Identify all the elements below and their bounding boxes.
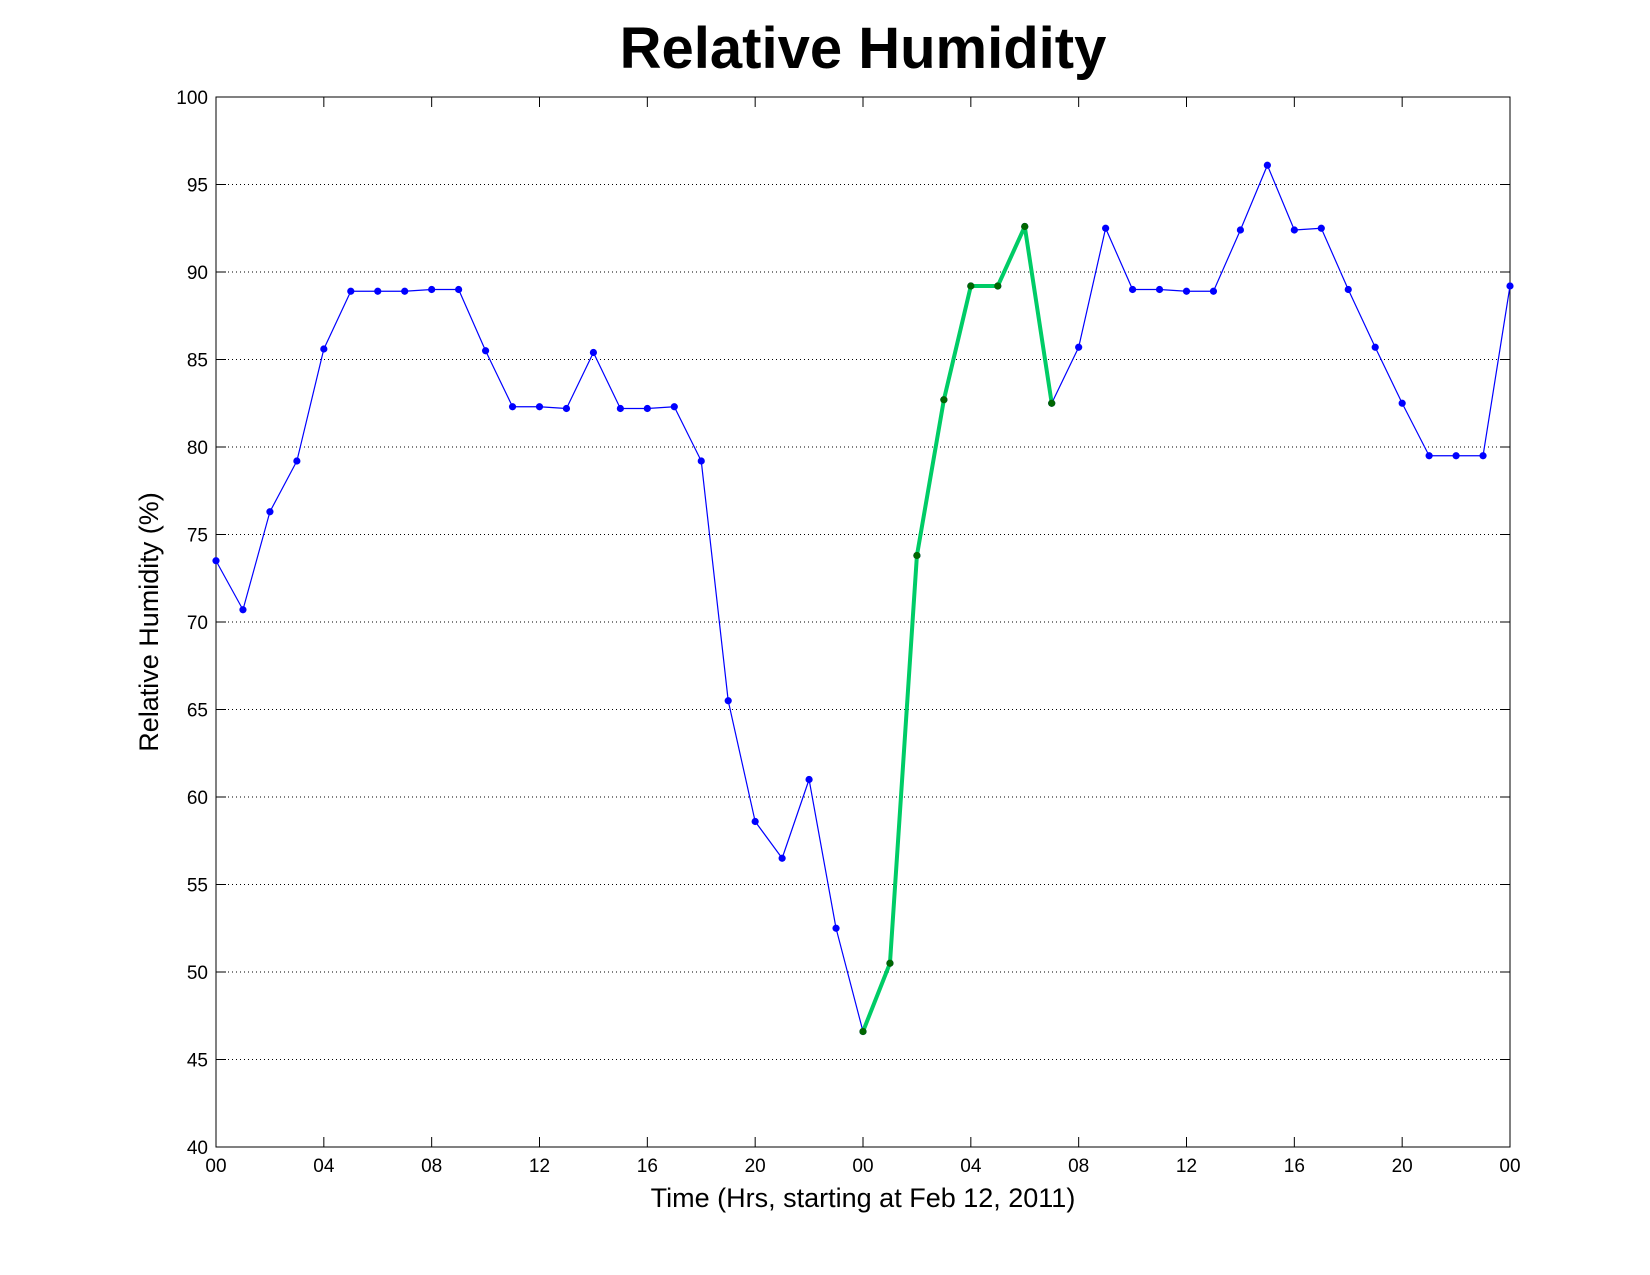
y-tick-label: 70	[187, 613, 208, 634]
y-tick-label: 85	[187, 351, 208, 372]
data-point	[293, 457, 301, 465]
data-point	[994, 282, 1002, 290]
x-tick-label: 16	[1284, 1156, 1305, 1177]
data-point	[1021, 222, 1029, 231]
data-point	[751, 817, 759, 826]
x-tick-label: 08	[421, 1156, 442, 1177]
data-point	[320, 345, 328, 353]
data-point	[212, 557, 220, 565]
data-point	[535, 403, 544, 411]
data-point	[401, 287, 409, 295]
data-point	[1128, 285, 1137, 294]
x-tick-label: 00	[852, 1156, 873, 1177]
data-point	[724, 697, 732, 705]
data-point	[589, 348, 598, 357]
data-point	[967, 282, 975, 290]
series-green	[859, 222, 1056, 1036]
data-point	[455, 285, 463, 294]
x-tick-label: 08	[1068, 1156, 1089, 1177]
series-line	[861, 224, 1054, 1033]
data-point	[643, 404, 651, 413]
y-tick-label: 95	[187, 176, 208, 197]
data-point	[1263, 161, 1271, 169]
x-tick-label: 12	[529, 1156, 550, 1177]
y-tick-label: 65	[187, 701, 208, 722]
data-point	[266, 508, 274, 516]
y-tick-label: 40	[187, 1138, 208, 1159]
data-point	[1155, 285, 1164, 294]
x-tick-label: 04	[960, 1156, 982, 1177]
data-point	[697, 457, 705, 465]
data-point	[428, 285, 436, 294]
data-point	[481, 347, 490, 355]
data-point	[1425, 452, 1433, 460]
x-axis-label: Time (Hrs, starting at Feb 12, 2011)	[651, 1183, 1076, 1213]
data-point	[1506, 282, 1514, 290]
x-tick-label: 04	[313, 1156, 335, 1177]
y-tick-label: 90	[187, 263, 208, 284]
y-axis-label: Relative Humidity (%)	[134, 492, 164, 752]
data-point	[1371, 343, 1379, 351]
data-point	[239, 606, 247, 614]
data-point	[670, 403, 678, 411]
data-point	[562, 404, 571, 413]
y-tick-label: 55	[187, 876, 208, 897]
data-point	[940, 396, 948, 404]
data-point	[508, 403, 517, 411]
data-point	[616, 404, 624, 413]
y-tick-label: 60	[187, 788, 208, 809]
data-point	[1317, 224, 1325, 232]
data-point	[859, 1027, 867, 1036]
data-point	[1209, 287, 1218, 295]
data-point	[1452, 452, 1460, 460]
y-tick-label: 75	[187, 526, 208, 547]
data-point	[913, 551, 921, 560]
data-point	[1344, 285, 1352, 294]
y-tick-label: 50	[187, 963, 208, 984]
y-tick-label: 80	[187, 438, 208, 459]
data-series	[212, 161, 1514, 1036]
x-tick-label: 00	[205, 1156, 226, 1177]
data-point	[886, 959, 894, 967]
x-tick-label: 20	[745, 1156, 766, 1177]
data-point	[1479, 452, 1487, 460]
data-point	[1236, 226, 1245, 234]
x-tick-label: 12	[1176, 1156, 1197, 1177]
chart-title: Relative Humidity	[620, 16, 1107, 81]
data-point	[1182, 287, 1191, 295]
data-point	[778, 854, 786, 862]
data-point	[805, 775, 813, 784]
data-point	[347, 287, 355, 295]
x-tick-label: 16	[637, 1156, 658, 1177]
x-tick-label: 20	[1392, 1156, 1413, 1177]
data-point	[1048, 399, 1056, 407]
y-tick-label: 100	[176, 88, 208, 109]
x-tick-label: 00	[1499, 1156, 1520, 1177]
data-point	[1398, 399, 1406, 407]
axis-ticks: 40 45 50 55 60 65 70 75 80 85 90 95 100 00 04 08 12 16 20 0…	[176, 88, 1520, 1177]
data-point	[374, 287, 382, 295]
data-point	[832, 924, 840, 932]
data-point	[1075, 343, 1083, 351]
data-point	[1290, 226, 1298, 234]
data-point	[1102, 224, 1110, 232]
y-tick-label: 45	[187, 1051, 208, 1072]
